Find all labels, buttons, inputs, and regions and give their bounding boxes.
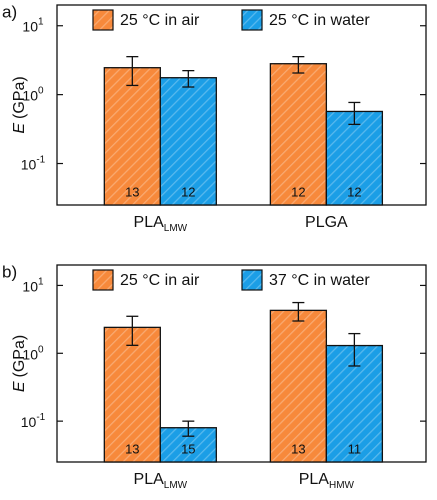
count-label: 15: [181, 441, 195, 456]
tick-base: 10: [22, 278, 38, 294]
y-tick-label: 101: [22, 16, 44, 34]
legend-swatch: [92, 9, 114, 31]
y-tick-label: 100: [22, 344, 44, 362]
legend-label: 25 °C in air: [120, 12, 200, 29]
category-name: PLA: [134, 471, 165, 488]
count-label: 12: [181, 184, 195, 199]
count-label: 11: [348, 441, 362, 456]
tick-exponent: 0: [38, 85, 44, 96]
y-axis-label: E (GPa): [11, 335, 28, 392]
legend-label: 25 °C in water: [269, 12, 370, 29]
bar: [103, 67, 161, 206]
y-label-unit: (GPa): [11, 76, 28, 119]
bar: [325, 110, 384, 206]
error-bar: [126, 55, 139, 87]
y-label-unit: (GPa): [11, 335, 28, 378]
x-tick-label: PLAHMW: [299, 471, 355, 490]
panel-label: b): [2, 262, 17, 281]
error-bar: [348, 101, 361, 126]
tick-base: 10: [22, 18, 38, 34]
bar: [159, 77, 217, 206]
tick-base: 10: [21, 414, 37, 430]
y-axis-label: E (GPa): [11, 76, 28, 133]
y-tick-label: 100: [22, 85, 44, 103]
error-bar: [182, 69, 195, 88]
x-tick-label: PLALMW: [134, 471, 188, 490]
count-label: 13: [125, 184, 139, 199]
tick-exponent: -1: [36, 412, 45, 423]
error-bar: [182, 420, 195, 437]
count-label: 13: [291, 441, 305, 456]
legend-label: 25 °C in air: [120, 272, 200, 289]
y-label-symbol: E: [11, 123, 28, 134]
tick-base: 10: [22, 87, 38, 103]
category-subscript: HMW: [329, 480, 355, 491]
legend-swatch: [241, 9, 263, 31]
plot-frame: [56, 4, 427, 206]
tick-exponent: -1: [36, 154, 45, 165]
count-label: 12: [291, 184, 305, 199]
count-label: 12: [347, 184, 361, 199]
legend-label: 37 °C in water: [269, 272, 370, 289]
legend-swatch: [241, 269, 263, 291]
error-bar: [292, 55, 305, 74]
legend-swatch: [92, 269, 114, 291]
category-subscript: LMW: [164, 480, 188, 491]
tick-exponent: 1: [38, 16, 44, 27]
y-tick-label: 10-1: [21, 154, 46, 172]
y-tick-label: 10-1: [21, 412, 46, 430]
y-tick-label: 101: [22, 276, 44, 294]
error-bar: [348, 332, 361, 367]
error-bar: [292, 301, 305, 322]
category-name: PLA: [299, 471, 330, 488]
count-label: 13: [125, 441, 139, 456]
panel-label: a): [2, 2, 17, 21]
bar: [269, 309, 328, 463]
tick-exponent: 0: [38, 344, 44, 355]
bar: [103, 326, 161, 463]
category-name: PLA: [134, 214, 165, 231]
y-label-symbol: E: [11, 381, 28, 392]
x-tick-label: PLALMW: [134, 214, 188, 233]
x-tick-label: PLGA: [305, 214, 348, 231]
plot-frame: [56, 264, 427, 463]
tick-exponent: 1: [38, 276, 44, 287]
tick-base: 10: [22, 346, 38, 362]
category-subscript: LMW: [164, 223, 188, 234]
error-bar: [126, 315, 139, 346]
tick-base: 10: [21, 156, 37, 172]
category-name: PLGA: [305, 214, 348, 231]
